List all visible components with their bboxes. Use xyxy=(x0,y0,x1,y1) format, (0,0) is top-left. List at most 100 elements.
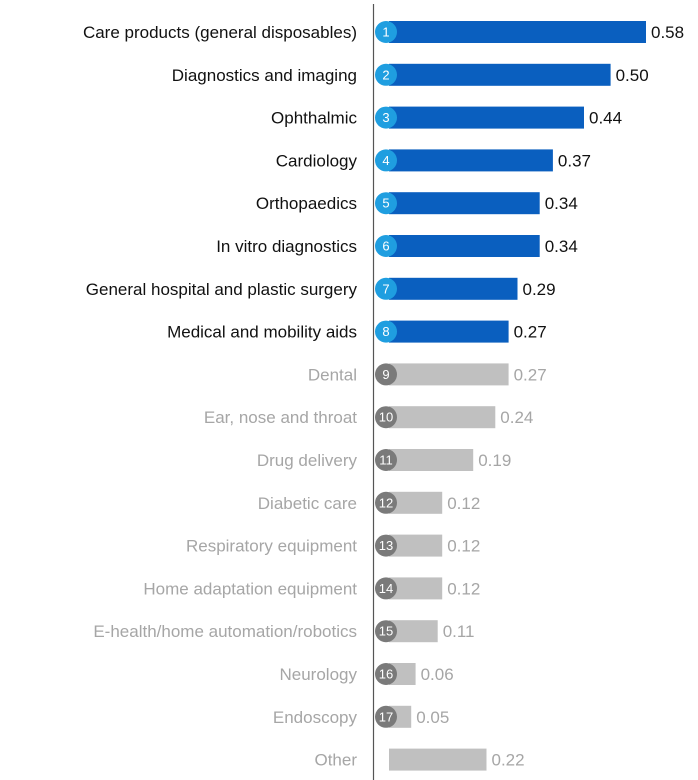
rank-badge xyxy=(375,235,397,257)
rank-badge xyxy=(375,534,397,557)
category-label: Drug delivery xyxy=(257,451,358,470)
value-label: 0.05 xyxy=(416,708,449,727)
bar-row: Diabetic care 0.12 12 xyxy=(258,491,480,514)
value-label: 0.37 xyxy=(558,151,591,170)
bar-row: Ophthalmic 0.44 3 xyxy=(271,106,622,129)
bar-row: General hospital and plastic surgery 0.29… xyxy=(86,277,556,300)
bar-row: Medical and mobility aids 0.27 8 xyxy=(167,320,547,343)
rank-badge xyxy=(375,705,397,728)
bar-row: Care products (general disposables) 0.58 1 xyxy=(83,21,684,43)
rank-number: 5 xyxy=(382,196,389,211)
rank-badge xyxy=(375,363,397,386)
bar-row: Drug delivery 0.19 11 xyxy=(257,449,511,471)
value-label: 0.06 xyxy=(421,665,454,684)
bar xyxy=(389,63,611,86)
bar xyxy=(389,534,443,557)
rank-number: 12 xyxy=(379,495,393,510)
category-label: Diabetic care xyxy=(258,494,357,513)
rank-number: 8 xyxy=(382,324,389,339)
rank-number: 15 xyxy=(379,624,393,639)
rank-badge xyxy=(375,106,397,129)
rank-number: 2 xyxy=(382,67,389,82)
rank-badge xyxy=(375,277,397,300)
bar-row: Cardiology 0.37 4 xyxy=(276,149,591,172)
bar xyxy=(389,620,438,643)
bar-row: Diagnostics and imaging 0.50 2 xyxy=(172,63,649,86)
bar-row: Respiratory equipment 0.12 13 xyxy=(186,534,480,557)
value-label: 0.34 xyxy=(545,194,578,213)
bar xyxy=(389,235,540,257)
value-label: 0.12 xyxy=(447,537,480,556)
bar xyxy=(389,192,540,215)
bar-row: Neurology 0.06 16 xyxy=(280,663,454,685)
rank-number: 13 xyxy=(379,538,393,553)
rank-number: 4 xyxy=(382,153,389,168)
value-label: 0.29 xyxy=(523,280,556,299)
value-label: 0.34 xyxy=(545,237,578,256)
bar xyxy=(389,577,443,600)
bar xyxy=(389,106,584,129)
rank-badge xyxy=(375,192,397,215)
bar-row: Other 0.22 xyxy=(314,748,525,771)
value-label: 0.44 xyxy=(589,109,622,128)
category-label: General hospital and plastic surgery xyxy=(86,280,358,299)
rank-badge xyxy=(375,406,397,429)
category-label: Ophthalmic xyxy=(271,109,357,128)
bar-row: Home adaptation equipment 0.12 14 xyxy=(143,577,480,600)
value-label: 0.11 xyxy=(443,622,475,641)
category-label: Home adaptation equipment xyxy=(143,579,357,598)
value-label: 0.58 xyxy=(651,23,684,42)
rank-number: 10 xyxy=(379,410,393,425)
rank-badge xyxy=(375,21,397,43)
rank-badge xyxy=(375,320,397,343)
value-label: 0.24 xyxy=(500,408,533,427)
bar xyxy=(389,491,443,514)
rank-badge xyxy=(375,491,397,514)
rank-badge xyxy=(375,620,397,643)
bar xyxy=(389,320,509,343)
bar-row: Ear, nose and throat 0.24 10 xyxy=(204,406,533,429)
bar xyxy=(389,363,509,386)
category-label: Cardiology xyxy=(276,151,358,170)
bar xyxy=(389,277,518,300)
bar xyxy=(389,149,553,172)
bar xyxy=(389,449,474,471)
category-label: Diagnostics and imaging xyxy=(172,66,357,85)
bar-row: Orthopaedics 0.34 5 xyxy=(256,192,578,215)
rank-badge xyxy=(375,577,397,600)
value-label: 0.19 xyxy=(478,451,511,470)
bar-row: Endoscopy 0.05 17 xyxy=(273,705,449,728)
rank-number: 14 xyxy=(379,581,393,596)
bar-row: Dental 0.27 9 xyxy=(308,363,547,386)
category-label: Neurology xyxy=(280,665,358,684)
rank-number: 6 xyxy=(382,239,389,254)
rank-number: 9 xyxy=(382,367,389,382)
category-label: Medical and mobility aids xyxy=(167,323,357,342)
value-label: 0.27 xyxy=(514,365,547,384)
category-label: Respiratory equipment xyxy=(186,537,357,556)
rank-badge xyxy=(375,449,397,471)
category-label: Orthopaedics xyxy=(256,194,357,213)
value-label: 0.12 xyxy=(447,494,480,513)
value-label: 0.50 xyxy=(616,66,649,85)
rank-number: 7 xyxy=(382,281,389,296)
bar xyxy=(389,406,496,429)
rank-badge xyxy=(375,149,397,172)
bar-row: In vitro diagnostics 0.34 6 xyxy=(216,235,578,257)
rank-number: 3 xyxy=(382,110,389,125)
category-label: Other xyxy=(314,751,357,770)
category-label: Care products (general disposables) xyxy=(83,23,357,42)
bar xyxy=(389,21,646,43)
value-label: 0.12 xyxy=(447,579,480,598)
category-label: Ear, nose and throat xyxy=(204,408,357,427)
rank-number: 1 xyxy=(382,25,389,40)
category-label: E-health/home automation/robotics xyxy=(93,622,357,641)
category-label: In vitro diagnostics xyxy=(216,237,357,256)
rank-number: 17 xyxy=(379,709,393,724)
rank-badge xyxy=(375,663,397,685)
bar xyxy=(389,748,487,771)
rank-number: 16 xyxy=(379,667,393,682)
rank-badge xyxy=(375,63,397,86)
bar xyxy=(389,663,416,685)
